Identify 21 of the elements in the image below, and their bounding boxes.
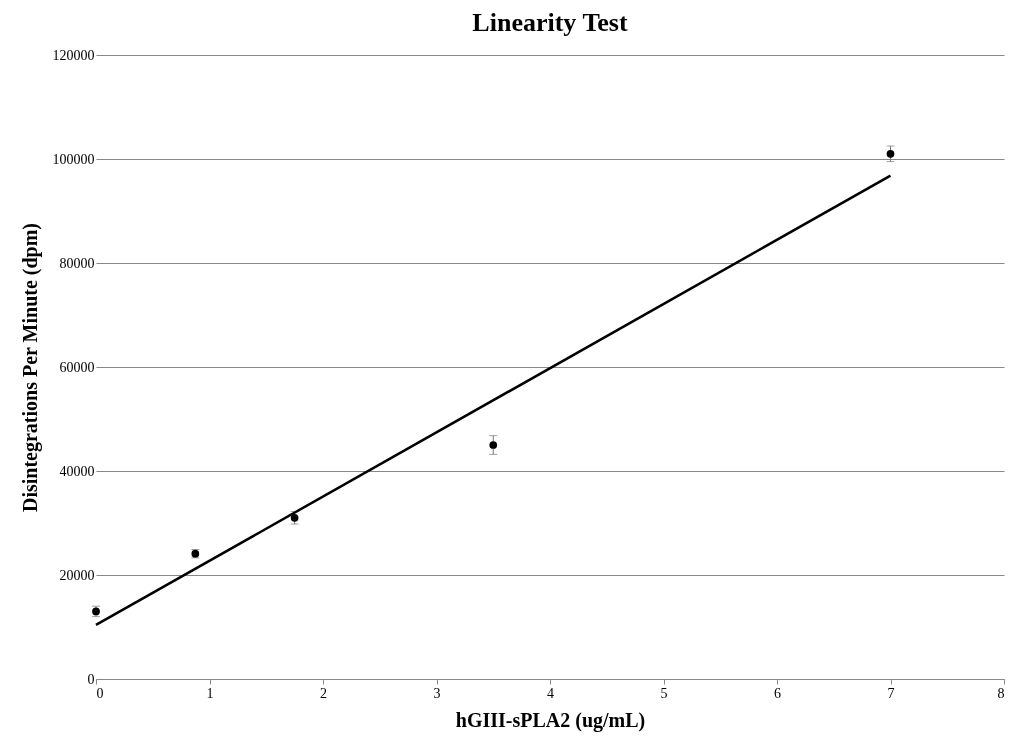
- x-tick-label: 4: [547, 685, 554, 701]
- y-tick-label: 40000: [59, 463, 95, 479]
- chart-title: Linearity Test: [472, 8, 628, 37]
- point: [290, 513, 299, 522]
- y-tick-label: 0: [87, 671, 95, 687]
- x-tick-label: 7: [887, 685, 895, 701]
- y-tick-label: 80000: [59, 255, 95, 271]
- point: [489, 441, 498, 449]
- y-tick-label: 100000: [52, 151, 95, 167]
- x-tick-label: 3: [433, 685, 441, 701]
- x-tick-label: 1: [206, 685, 214, 701]
- point: [886, 149, 895, 158]
- y-axis-title: Disintegrations Per Minute (dpm): [18, 222, 42, 513]
- y-tick-label: 20000: [59, 567, 95, 583]
- x-tick-label: 6: [774, 685, 781, 701]
- x-tick-label: 2: [320, 685, 327, 701]
- y-tick-label: 60000: [59, 359, 95, 375]
- x-tick-label: 5: [660, 685, 668, 701]
- x-tick-label: 8: [997, 685, 1005, 701]
- x-axis-title: hGIII-sPLA2 (ug/mL): [455, 708, 646, 732]
- y-tick-label: 120000: [52, 47, 95, 63]
